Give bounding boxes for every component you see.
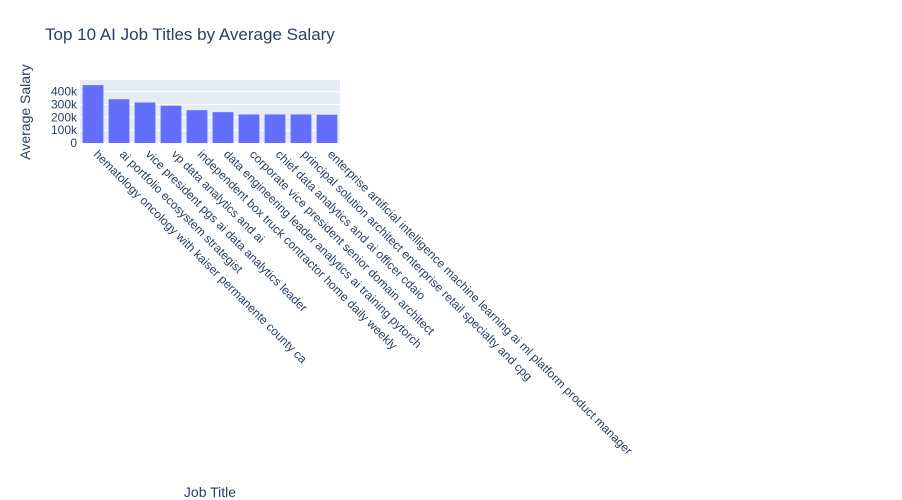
y-tick-label: 400k bbox=[51, 85, 78, 99]
bar[interactable] bbox=[160, 105, 182, 143]
bar[interactable] bbox=[238, 114, 260, 143]
y-tick-label: 200k bbox=[51, 110, 78, 124]
bar[interactable] bbox=[316, 114, 338, 143]
bar[interactable] bbox=[108, 99, 130, 143]
y-tick-label: 100k bbox=[51, 123, 78, 137]
bar[interactable] bbox=[290, 114, 312, 143]
bar[interactable] bbox=[212, 112, 234, 143]
y-axis-title: Average Salary bbox=[17, 64, 33, 159]
x-axis-title: Job Title bbox=[184, 484, 236, 500]
y-tick-label: 0 bbox=[70, 136, 77, 150]
x-tick-label: corporate vice president senior domain a… bbox=[247, 147, 438, 338]
y-tick-label: 300k bbox=[51, 97, 78, 111]
bar[interactable] bbox=[264, 114, 286, 143]
x-tick-labels: hematology oncology with kaiser permanen… bbox=[91, 147, 635, 457]
bar[interactable] bbox=[82, 85, 104, 143]
bar[interactable] bbox=[186, 110, 208, 143]
chart-title: Top 10 AI Job Titles by Average Salary bbox=[45, 25, 335, 44]
bars bbox=[82, 85, 338, 144]
bar[interactable] bbox=[134, 102, 156, 144]
